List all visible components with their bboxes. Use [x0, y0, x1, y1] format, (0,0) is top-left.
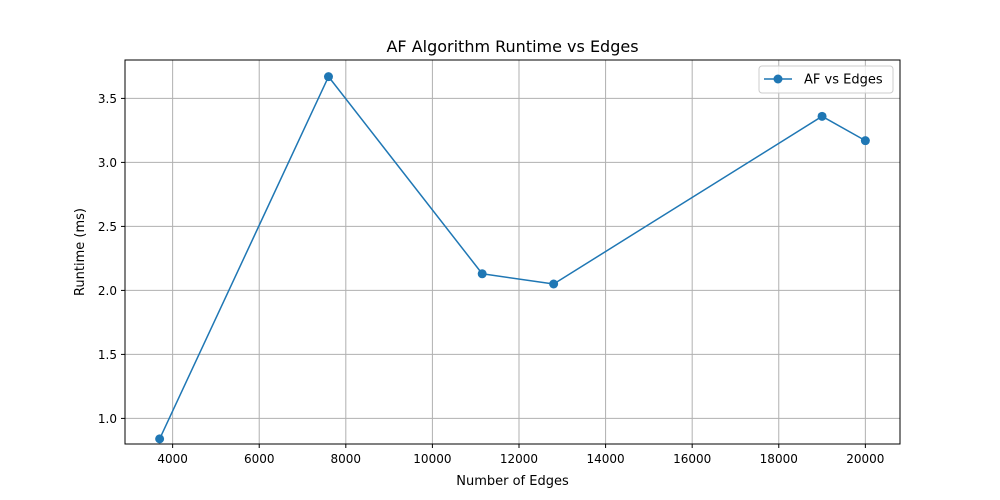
y-axis-label: Runtime (ms): [73, 208, 88, 296]
data-point: [155, 434, 165, 444]
legend-series-marker: [773, 74, 783, 84]
x-axis-ticks: 4000 6000 8000 10000 12000 14000 16000 18000 200…: [157, 444, 884, 466]
chart-title: AF Algorithm Runtime vs Edges: [386, 37, 638, 56]
y-tick-label: 3.5: [98, 92, 117, 106]
y-tick-label: 1.0: [98, 412, 117, 426]
legend-box: [758, 65, 894, 94]
x-tick-label: 6000: [244, 452, 275, 466]
y-tick-label: 1.5: [98, 348, 117, 362]
data-point: [817, 111, 827, 121]
series-layer: [155, 72, 870, 444]
x-tick-label: 20000: [846, 452, 884, 466]
series-line: [158, 75, 866, 440]
y-tick-label: 3.0: [98, 156, 117, 170]
data-point: [549, 279, 559, 289]
x-axis-label: Number of Edges: [456, 474, 569, 489]
y-tick-label: 2.0: [98, 284, 117, 298]
data-point: [860, 136, 870, 146]
plot-area-frame: [124, 59, 901, 445]
y-axis-ticks: 1.0 1.5 2.0 2.5 3.0 3.5: [98, 92, 125, 426]
y-tick-label: 2.5: [98, 220, 117, 234]
x-tick-label: 12000: [500, 452, 538, 466]
x-tick-label: 10000: [413, 452, 451, 466]
data-point: [323, 72, 333, 82]
x-tick-label: 4000: [157, 452, 188, 466]
x-tick-label: 8000: [331, 452, 362, 466]
grid-lines: [125, 60, 900, 444]
data-point: [477, 269, 487, 279]
x-tick-label: 16000: [673, 452, 711, 466]
x-tick-label: 14000: [586, 452, 624, 466]
x-tick-label: 18000: [760, 452, 798, 466]
legend-entry-label: AF vs Edges: [804, 73, 883, 88]
legend: AF vs Edges: [758, 65, 894, 94]
